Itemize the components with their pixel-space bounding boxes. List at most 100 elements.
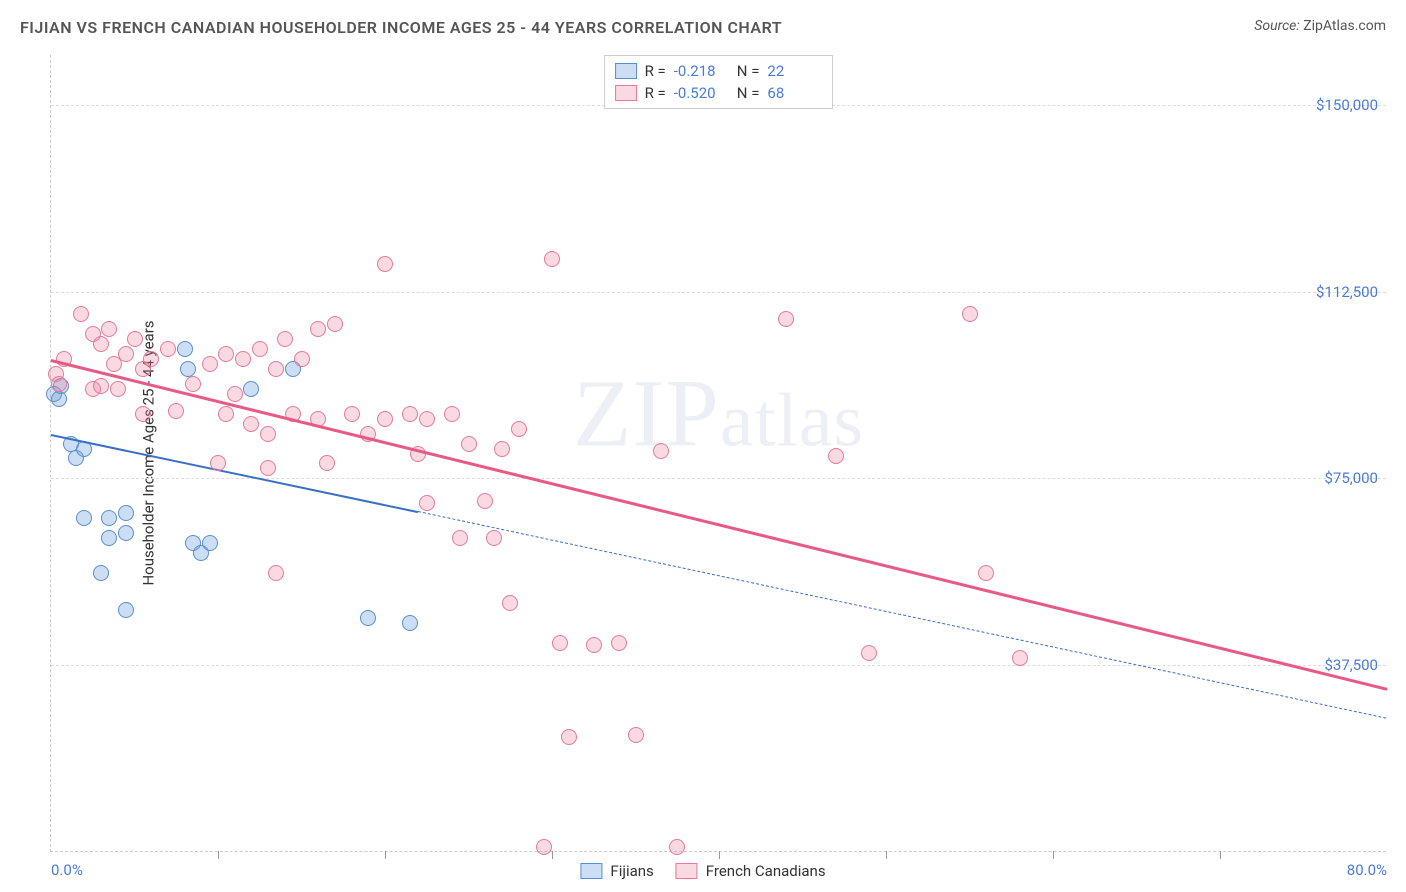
data-point bbox=[536, 839, 552, 855]
trend-line bbox=[418, 511, 1387, 719]
x-tick bbox=[385, 851, 386, 859]
gridline bbox=[51, 478, 1386, 479]
data-point bbox=[360, 610, 376, 626]
legend-r-label: R = bbox=[645, 62, 666, 80]
data-point bbox=[444, 406, 460, 422]
gridline bbox=[51, 665, 1386, 666]
data-point bbox=[235, 351, 251, 367]
legend-n-value: 22 bbox=[767, 62, 822, 80]
data-point bbox=[544, 251, 560, 267]
legend-n-label: N = bbox=[737, 84, 760, 102]
data-point bbox=[586, 637, 602, 653]
data-point bbox=[502, 595, 518, 611]
data-point bbox=[118, 505, 134, 521]
data-point bbox=[127, 331, 143, 347]
data-point bbox=[143, 351, 159, 367]
data-point bbox=[260, 460, 276, 476]
data-point bbox=[180, 361, 196, 377]
data-point bbox=[494, 441, 510, 457]
data-point bbox=[110, 381, 126, 397]
data-point bbox=[268, 565, 284, 581]
x-tick bbox=[886, 851, 887, 859]
data-point bbox=[135, 406, 151, 422]
data-point bbox=[327, 316, 343, 332]
data-point bbox=[419, 495, 435, 511]
data-point bbox=[511, 421, 527, 437]
data-point bbox=[118, 525, 134, 541]
data-point bbox=[377, 411, 393, 427]
data-point bbox=[268, 361, 284, 377]
data-point bbox=[486, 530, 502, 546]
data-point bbox=[210, 455, 226, 471]
data-point bbox=[218, 346, 234, 362]
legend-series: Fijians French Canadians bbox=[580, 862, 825, 880]
data-point bbox=[260, 426, 276, 442]
data-point bbox=[101, 530, 117, 546]
data-point bbox=[828, 448, 844, 464]
data-point bbox=[344, 406, 360, 422]
data-point bbox=[101, 321, 117, 337]
trend-line bbox=[51, 434, 419, 513]
data-point bbox=[202, 356, 218, 372]
data-point bbox=[93, 336, 109, 352]
data-point bbox=[377, 256, 393, 272]
legend-n-value: 68 bbox=[767, 84, 822, 102]
data-point bbox=[861, 645, 877, 661]
legend-r-value: -0.218 bbox=[674, 62, 729, 80]
chart-title: FIJIAN VS FRENCH CANADIAN HOUSEHOLDER IN… bbox=[20, 18, 782, 37]
data-point bbox=[611, 635, 627, 651]
data-point bbox=[561, 729, 577, 745]
x-tick bbox=[218, 851, 219, 859]
data-point bbox=[193, 545, 209, 561]
legend-item: Fijians bbox=[580, 862, 653, 880]
data-point bbox=[252, 341, 268, 357]
legend-swatch bbox=[615, 85, 637, 101]
data-point bbox=[477, 493, 493, 509]
legend-swatch bbox=[615, 63, 637, 79]
data-point bbox=[1012, 650, 1028, 666]
data-point bbox=[461, 436, 477, 452]
y-tick-label: $112,500 bbox=[1316, 283, 1378, 301]
data-point bbox=[93, 378, 109, 394]
data-point bbox=[294, 351, 310, 367]
data-point bbox=[101, 510, 117, 526]
data-point bbox=[277, 331, 293, 347]
data-point bbox=[93, 565, 109, 581]
data-point bbox=[552, 635, 568, 651]
data-point bbox=[118, 602, 134, 618]
data-point bbox=[653, 443, 669, 459]
x-tick bbox=[1053, 851, 1054, 859]
data-point bbox=[185, 376, 201, 392]
gridline bbox=[51, 292, 1386, 293]
data-point bbox=[319, 455, 335, 471]
data-point bbox=[628, 727, 644, 743]
legend-series-name: French Canadians bbox=[706, 862, 826, 880]
data-point bbox=[669, 839, 685, 855]
source-attribution: Source: ZipAtlas.com bbox=[1254, 18, 1386, 34]
legend-stats: R =-0.218N =22R =-0.520N =68 bbox=[604, 55, 834, 109]
x-tick-label: 80.0% bbox=[1347, 861, 1387, 879]
source-label: Source: bbox=[1254, 18, 1299, 34]
x-tick-label: 0.0% bbox=[51, 861, 83, 879]
data-point bbox=[168, 403, 184, 419]
y-tick-label: $75,000 bbox=[1324, 469, 1378, 487]
legend-r-value: -0.520 bbox=[674, 84, 729, 102]
data-point bbox=[76, 510, 92, 526]
data-point bbox=[177, 341, 193, 357]
data-point bbox=[243, 381, 259, 397]
watermark: ZIPatlas bbox=[573, 358, 864, 469]
data-point bbox=[402, 406, 418, 422]
legend-n-label: N = bbox=[737, 62, 760, 80]
y-tick-label: $37,500 bbox=[1324, 656, 1378, 674]
legend-stat-row: R =-0.520N =68 bbox=[615, 82, 823, 104]
data-point bbox=[218, 406, 234, 422]
data-point bbox=[778, 311, 794, 327]
source-value: ZipAtlas.com bbox=[1303, 18, 1386, 34]
trend-line bbox=[51, 359, 1388, 691]
data-point bbox=[51, 376, 67, 392]
data-point bbox=[310, 321, 326, 337]
data-point bbox=[978, 565, 994, 581]
data-point bbox=[962, 306, 978, 322]
data-point bbox=[227, 386, 243, 402]
data-point bbox=[419, 411, 435, 427]
